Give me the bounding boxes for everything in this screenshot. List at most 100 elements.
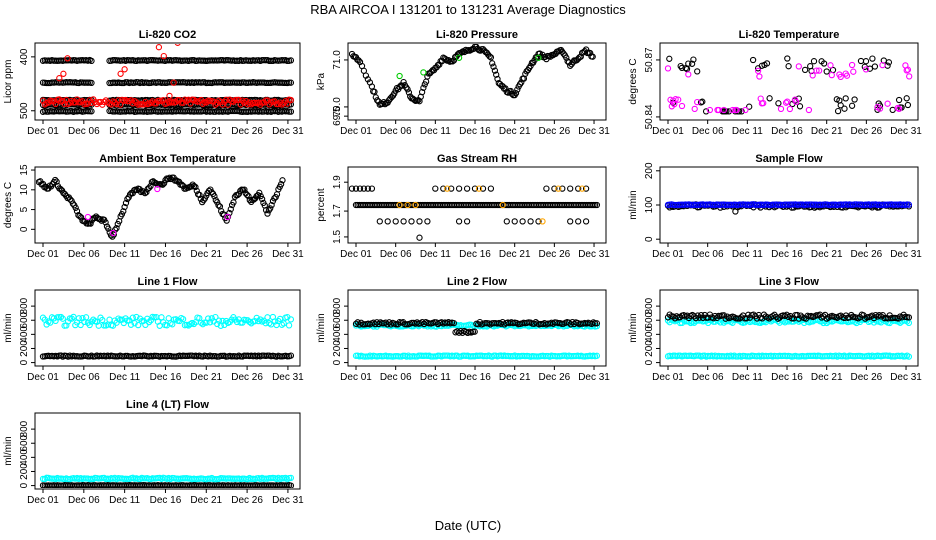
- point-temperature: [889, 106, 896, 114]
- y-axis-label: ml/min: [316, 313, 327, 342]
- point-temperature: [801, 66, 809, 74]
- x-tick-label: Dec 11: [109, 495, 140, 506]
- series-line3: [664, 311, 913, 360]
- point-upper: [463, 185, 471, 192]
- point-upper: [575, 185, 582, 192]
- point-temperature: [166, 174, 173, 181]
- point-magenta-points: [706, 106, 714, 114]
- y-tick-label: 200: [19, 463, 30, 480]
- point-pressure: [486, 53, 493, 60]
- point-black: [471, 328, 478, 335]
- x-tick-label: Dec 11: [109, 126, 140, 137]
- y-tick-label: 800: [332, 297, 343, 314]
- x-tick-label: Dec 01: [27, 249, 59, 260]
- point-magenta-points: [884, 100, 891, 107]
- point-temperature: [69, 200, 77, 207]
- point-red-cluster: [237, 101, 244, 108]
- point-upper: [455, 185, 463, 192]
- point-lower: [424, 218, 431, 225]
- point-black: [593, 320, 601, 327]
- point-temperature: [160, 180, 168, 187]
- series-ambient: [36, 174, 286, 240]
- point-cyan: [287, 316, 295, 323]
- point-lower: [455, 218, 463, 225]
- point-temperature: [796, 103, 804, 110]
- y-tick-label: 1.9: [332, 175, 343, 189]
- point-magenta-points: [664, 65, 672, 72]
- point-upper: [487, 185, 495, 192]
- point-lower: [527, 218, 534, 225]
- point-flat-levels: [287, 57, 295, 64]
- point-magenta-points: [793, 98, 800, 106]
- x-tick-label: Dec 21: [190, 495, 222, 506]
- point-cyan-high: [781, 319, 789, 326]
- y-tick-label: 200: [644, 162, 655, 179]
- point-temperature: [848, 102, 856, 109]
- point-temperature: [159, 181, 166, 188]
- point-upper: [567, 185, 574, 192]
- point-pressure: [491, 67, 499, 74]
- point-magenta-points: [906, 73, 913, 80]
- y-tick-label: 400: [332, 326, 343, 343]
- point-cyan: [190, 320, 198, 328]
- point-cyan: [133, 313, 140, 321]
- y-tick-label: 600: [644, 311, 655, 328]
- point-temperature: [766, 95, 773, 102]
- x-tick-label: Dec 01: [652, 249, 684, 260]
- point-upper: [364, 185, 372, 192]
- x-tick-label: Dec 21: [811, 372, 843, 383]
- series-pressure: [349, 44, 596, 108]
- point-magenta-points: [675, 96, 682, 103]
- point-temperature: [215, 202, 222, 209]
- point-black: [720, 312, 728, 319]
- point-temperature: [775, 100, 782, 107]
- x-tick-label: Dec 16: [150, 372, 182, 383]
- series-line1: [39, 313, 295, 360]
- plot-frame: [34, 42, 301, 121]
- y-tick-label: 400: [19, 48, 30, 65]
- point-temperature: [277, 181, 285, 188]
- point-pressure: [514, 86, 521, 93]
- point-upper: [551, 185, 558, 192]
- point-lower: [519, 218, 526, 225]
- point-cyan: [127, 321, 135, 328]
- point-temperature: [842, 95, 849, 102]
- plot-frame: [347, 289, 607, 367]
- point-cyan: [165, 315, 172, 322]
- point-red-cluster: [287, 96, 295, 104]
- x-tick-label: Dec 06: [380, 249, 412, 260]
- point-magenta-points: [784, 98, 791, 105]
- x-tick-label: Dec 01: [27, 372, 59, 383]
- point-temperature: [147, 182, 154, 190]
- figure-title: RBA AIRCOA I 131201 to 131231 Average Di…: [310, 2, 626, 17]
- point-temperature: [256, 189, 263, 196]
- point-red-cluster: [113, 100, 120, 108]
- point-temperature: [823, 68, 830, 75]
- point-temperature: [111, 226, 119, 233]
- point-temperature: [267, 205, 274, 212]
- y-tick-label: 5: [19, 206, 30, 212]
- point-magenta-points: [742, 106, 749, 114]
- y-axis-label: kPa: [316, 72, 327, 90]
- x-tick-label: Dec 26: [851, 249, 883, 260]
- x-tick-label: Dec 01: [27, 495, 59, 506]
- point-black: [287, 482, 295, 488]
- point-cyan: [99, 316, 106, 324]
- point-pressure: [405, 89, 413, 96]
- panel-title: Sample Flow: [755, 153, 823, 165]
- point-temperature: [884, 62, 891, 69]
- point-temperature: [121, 203, 128, 211]
- x-tick-label: Dec 01: [652, 126, 684, 137]
- point-orange: [475, 185, 483, 192]
- x-tick-label: Dec 31: [890, 126, 922, 137]
- y-tick-label: 600: [332, 311, 343, 328]
- x-axis-label: Date (UTC): [435, 518, 501, 533]
- point-temperature: [785, 63, 792, 70]
- y-tick-label: 400: [19, 449, 30, 466]
- x-tick-label: Dec 31: [578, 372, 610, 383]
- point-orange: [499, 201, 506, 209]
- x-tick-label: Dec 16: [771, 249, 803, 260]
- point-black: [666, 311, 673, 318]
- point-cyan: [129, 314, 136, 321]
